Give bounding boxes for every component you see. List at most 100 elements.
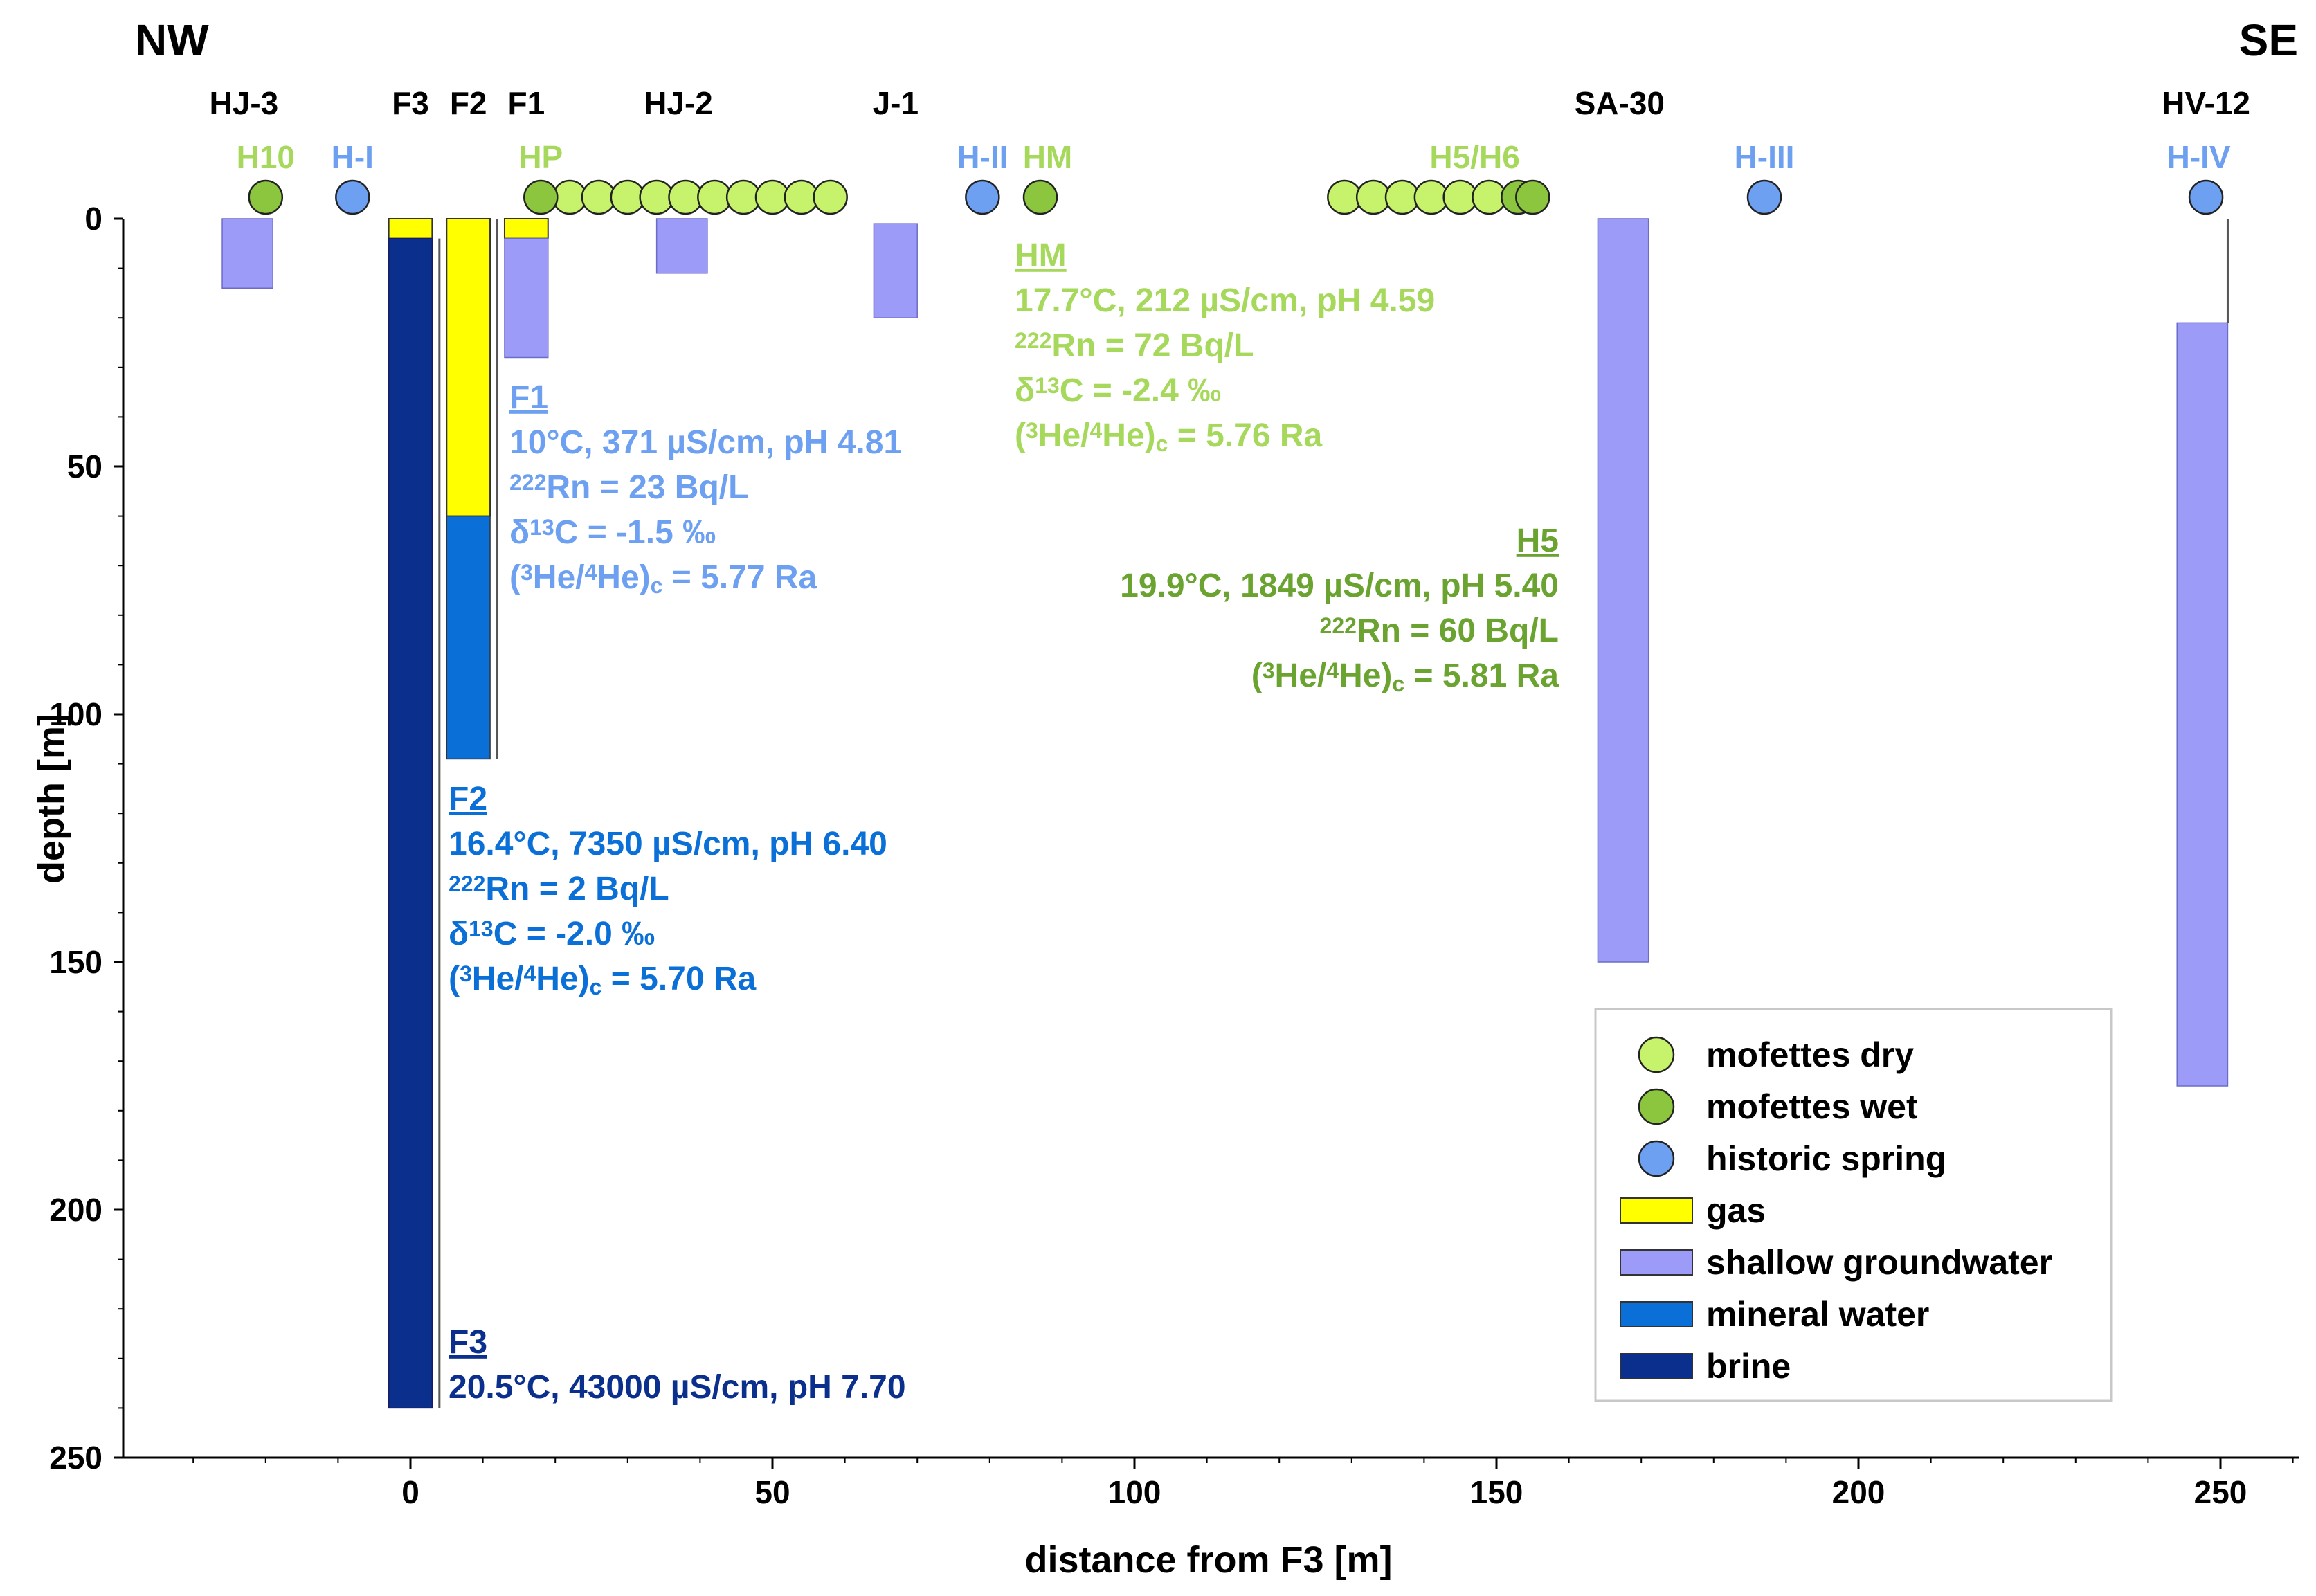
annotation-title: HM <box>1015 237 1067 274</box>
annotation-fragment: c <box>651 573 663 598</box>
annotation-fragment: He/ <box>533 559 585 596</box>
legend-label: mineral water <box>1706 1295 1929 1334</box>
annotation-line: 20.5°C, 43000 µS/cm, pH 7.70 <box>449 1369 906 1406</box>
annotation-line: (3He/4He)c = 5.76 Ra <box>1015 417 1323 456</box>
annotation-fragment: 3 <box>460 961 472 986</box>
annotation-fragment: He) <box>536 961 589 997</box>
x-tick-label: 0 <box>401 1474 419 1510</box>
surface-markers <box>248 179 2224 215</box>
well-label-f3: F3 <box>392 85 429 121</box>
segment-f1-gas <box>503 218 549 239</box>
annotation-fragment: He/ <box>472 961 524 997</box>
casing-lines <box>438 219 2229 1408</box>
x-tick-label: 50 <box>754 1474 790 1510</box>
legend-label: mofettes wet <box>1706 1087 1918 1126</box>
segment-hj-2-shallow-groundwater <box>655 218 708 274</box>
well-label-hj-2: HJ-2 <box>644 85 713 121</box>
annotation-fragment: c <box>1156 431 1168 456</box>
annotation-line: δ13C = -1.5 ‰ <box>509 514 716 551</box>
spring-label-hp: HP <box>518 139 563 175</box>
annotation-fragment: δ <box>509 514 530 551</box>
well-label-sa-30: SA-30 <box>1575 85 1665 121</box>
legend-swatch-mineral-water <box>1620 1301 1693 1327</box>
annotation-fragment: δ <box>1015 372 1035 409</box>
annotation-fragment: He) <box>1339 658 1392 694</box>
annotation-f2: F2 16.4°C, 7350 µS/cm, pH 6.40 222Rn = 2 B… <box>449 781 887 999</box>
annotation-fragment: Rn = 2 Bq/L <box>485 871 669 907</box>
spring-label-h-iv: H-IV <box>2167 139 2231 175</box>
annotation-title: H5 <box>1517 523 1559 559</box>
y-tick-label: 250 <box>49 1440 102 1476</box>
well-label-hj-3: HJ-3 <box>210 85 279 121</box>
segment-hv-12-shallow-groundwater <box>2176 322 2229 1087</box>
annotation-fragment: He) <box>597 559 650 596</box>
annotation-line: 17.7°C, 212 µS/cm, pH 4.59 <box>1015 282 1435 319</box>
mofette-wet-marker <box>523 179 559 215</box>
annotation-title: F3 <box>449 1324 487 1361</box>
legend-swatch-shallow-groundwater <box>1620 1249 1693 1276</box>
well-segments <box>221 218 2229 1409</box>
annotation-line: 222Rn = 72 Bq/L <box>1015 327 1254 364</box>
annotation-fragment: = 5.76 Ra <box>1168 417 1322 454</box>
legend-label: shallow groundwater <box>1706 1243 2052 1282</box>
legend-marker-historic-spring <box>1638 1140 1675 1177</box>
annotations: F1 10°C, 371 µS/cm, pH 4.81 222Rn = 23 Bq/… <box>449 237 1559 1406</box>
annotation-fragment: 3 <box>1026 418 1038 443</box>
segment-j-1-shallow-groundwater <box>873 223 918 318</box>
legend-swatch-gas <box>1620 1197 1693 1224</box>
mofette-wet-marker <box>248 179 284 215</box>
mofette-wet-marker <box>1515 179 1550 215</box>
legend-label: mofettes dry <box>1706 1035 1914 1074</box>
annotation-fragment: 4 <box>1089 418 1102 443</box>
legend-label: gas <box>1706 1191 1766 1230</box>
spring-label-h10: H10 <box>237 139 295 175</box>
annotation-fragment: = 5.81 Ra <box>1404 658 1559 694</box>
annotation-fragment: He) <box>1102 417 1155 454</box>
segment-f2-gas <box>446 218 491 517</box>
historic-spring-marker <box>2188 179 2224 215</box>
annotation-fragment: ( <box>1015 417 1026 454</box>
annotation-fragment: Rn = 72 Bq/L <box>1051 327 1254 364</box>
spring-labels: H10 H-I HP H-II HM H5/H6 H-III H-IV <box>237 139 2231 175</box>
y-tick-label: 100 <box>49 696 102 732</box>
annotation-fragment: 13 <box>469 916 494 941</box>
annotation-line: 222Rn = 23 Bq/L <box>509 469 748 506</box>
annotation-fragment: C = -2.0 ‰ <box>494 916 655 952</box>
y-axis-label: depth [m] <box>30 714 72 884</box>
annotation-hm: HM 17.7°C, 212 µS/cm, pH 4.59 222Rn = 72 B… <box>1015 237 1435 456</box>
annotation-fragment: 222 <box>1320 613 1357 638</box>
annotation-fragment: = 5.70 Ra <box>601 961 756 997</box>
annotation-line: (3He/4He)c = 5.77 Ra <box>509 559 817 598</box>
y-tick-label: 0 <box>84 201 102 237</box>
annotation-line: (3He/4He)c = 5.70 Ra <box>449 961 757 999</box>
annotation-fragment: 3 <box>1263 658 1275 683</box>
annotation-line: 10°C, 371 µS/cm, pH 4.81 <box>509 424 902 461</box>
annotation-fragment: 13 <box>530 515 554 540</box>
x-tick-label: 150 <box>1470 1474 1523 1510</box>
legend: mofettes dry mofettes wet historic spring g… <box>1594 1008 2113 1402</box>
well-label-hv-12: HV-12 <box>2162 85 2250 121</box>
y-tick-label: 200 <box>49 1192 102 1228</box>
annotation-fragment: 222 <box>1015 328 1051 353</box>
annotation-fragment: ( <box>449 961 460 997</box>
annotation-fragment: 4 <box>523 961 536 986</box>
annotation-line: 19.9°C, 1849 µS/cm, pH 5.40 <box>1120 568 1559 604</box>
annotation-line: δ13C = -2.0 ‰ <box>449 916 655 952</box>
legend-label: historic spring <box>1706 1139 1946 1178</box>
annotation-fragment: c <box>590 974 602 999</box>
segment-f1-shallow-groundwater <box>504 237 549 359</box>
historic-spring-marker <box>335 179 370 215</box>
spring-label-h-ii: H-II <box>957 139 1008 175</box>
well-label-f1: F1 <box>508 85 545 121</box>
annotation-fragment: Rn = 60 Bq/L <box>1357 613 1559 649</box>
well-label-j-1: J-1 <box>873 85 919 121</box>
annotation-title: F1 <box>509 379 548 416</box>
segment-f3-gas <box>388 218 433 239</box>
annotation-h5: H5 19.9°C, 1849 µS/cm, pH 5.40 222Rn = 60 … <box>1120 523 1559 696</box>
annotation-fragment: ( <box>509 559 521 596</box>
annotation-fragment: C = -1.5 ‰ <box>554 514 716 551</box>
well-label-f2: F2 <box>450 85 487 121</box>
annotation-fragment: C = -2.4 ‰ <box>1060 372 1221 409</box>
x-axis-label: distance from F3 [m] <box>1024 1539 1392 1581</box>
